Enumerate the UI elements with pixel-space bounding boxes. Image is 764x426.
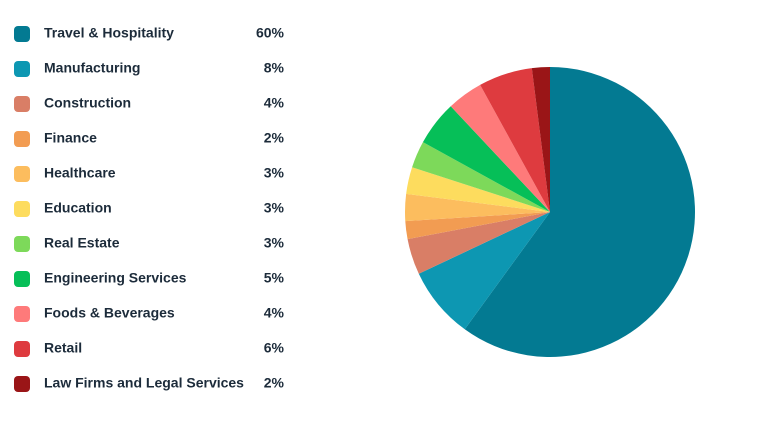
legend-value: 60% bbox=[256, 25, 285, 41]
pie-slice bbox=[405, 212, 550, 240]
pie-slice bbox=[407, 212, 550, 274]
legend-label: Foods & Beverages bbox=[44, 305, 175, 321]
legend-value: 4% bbox=[264, 95, 285, 111]
legend-swatch bbox=[14, 341, 30, 357]
legend-swatch bbox=[14, 166, 30, 182]
legend-value: 3% bbox=[264, 235, 285, 251]
pie-slice bbox=[406, 167, 550, 212]
legend-label: Retail bbox=[44, 340, 82, 356]
pie-slice bbox=[418, 212, 550, 330]
legend-label: Healthcare bbox=[44, 165, 116, 181]
pie-slice bbox=[464, 67, 695, 358]
legend-value: 3% bbox=[264, 165, 285, 181]
legend-value: 2% bbox=[264, 375, 285, 391]
legend-swatch bbox=[14, 61, 30, 77]
legend-swatch bbox=[14, 201, 30, 217]
legend-swatch bbox=[14, 131, 30, 147]
legend-value: 4% bbox=[264, 305, 285, 321]
pie-slice bbox=[531, 67, 550, 212]
legend-label: Finance bbox=[44, 130, 97, 146]
legend-label: Manufacturing bbox=[44, 60, 140, 76]
legend-swatch bbox=[14, 96, 30, 112]
legend-value: 2% bbox=[264, 130, 285, 146]
legend-swatch bbox=[14, 271, 30, 287]
pie-slice bbox=[422, 106, 550, 212]
legend-label: Construction bbox=[44, 95, 131, 111]
legend-value: 6% bbox=[264, 340, 285, 356]
legend-label: Real Estate bbox=[44, 235, 120, 251]
legend-swatch bbox=[14, 376, 30, 392]
legend-value: 5% bbox=[264, 270, 285, 286]
pie-slice bbox=[480, 68, 550, 212]
pie-slice bbox=[405, 193, 550, 222]
pie-slice bbox=[412, 142, 550, 212]
pie-slice bbox=[450, 84, 550, 212]
legend-value: 3% bbox=[264, 200, 285, 216]
legend-label: Law Firms and Legal Services bbox=[44, 375, 244, 391]
legend-swatch bbox=[14, 236, 30, 252]
legend-value: 8% bbox=[264, 60, 285, 76]
legend-label: Engineering Services bbox=[44, 270, 187, 286]
legend-swatch bbox=[14, 26, 30, 42]
legend-label: Travel & Hospitality bbox=[44, 25, 174, 41]
legend-swatch bbox=[14, 306, 30, 322]
legend-label: Education bbox=[44, 200, 112, 216]
